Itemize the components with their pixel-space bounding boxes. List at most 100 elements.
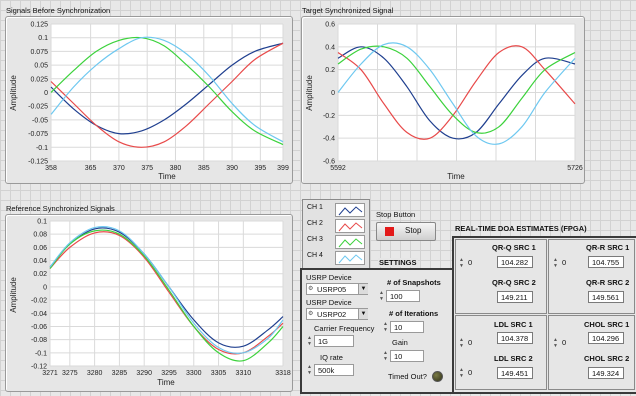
chol-group bbox=[548, 315, 635, 390]
legend-swatch[interactable] bbox=[335, 251, 365, 265]
device2-value: USRP02 bbox=[317, 310, 347, 319]
qrq-src2-value: 149.211 bbox=[497, 291, 533, 303]
chart-before-title: Signals Before Synchronization bbox=[6, 6, 111, 15]
iterations-field[interactable]: 10 bbox=[390, 321, 424, 333]
legend-label: CH 2 bbox=[307, 220, 323, 227]
legend-item[interactable]: CH 3 bbox=[307, 236, 323, 243]
x-tick-label: 3300 bbox=[186, 370, 202, 377]
series-line-ch3 bbox=[50, 36, 284, 146]
ldl-control[interactable]: 0 bbox=[468, 338, 473, 347]
spinner-icon[interactable]: ▲ ▼ bbox=[553, 337, 558, 349]
x-tick-label: 3310 bbox=[236, 370, 252, 377]
chol-src2-value: 149.324 bbox=[588, 367, 624, 379]
chart-reference-plot[interactable]: 3271 3275 3280 3285 3290 3295 3300 3305 3310 3318… bbox=[6, 215, 292, 391]
iq-rate-label: IQ rate bbox=[320, 353, 343, 362]
qrq-src1-value: 104.282 bbox=[497, 256, 533, 268]
chart-target-plot[interactable]: 5592 5726 0.6 0.4 0.2 0 -0.2 -0.4 -0.6 Time Ampl… bbox=[302, 17, 584, 183]
x-tick-label: 375 bbox=[141, 165, 153, 172]
gain-label: Gain bbox=[392, 338, 408, 347]
y-tick-label: -0.06 bbox=[31, 324, 47, 331]
chart-target-title: Target Synchronized Signal bbox=[302, 6, 394, 15]
series-line-ch2 bbox=[49, 231, 284, 355]
spinner-icon[interactable]: ▲ ▼ bbox=[307, 364, 312, 376]
y-tick-label: -0.025 bbox=[28, 104, 48, 111]
chol-src2-label: CHOL SRC 2 bbox=[584, 354, 630, 363]
settings-title: SETTINGS bbox=[378, 258, 418, 267]
series-line-ch4 bbox=[50, 36, 284, 143]
ldl-group bbox=[455, 315, 547, 390]
x-tick-label: 3285 bbox=[112, 370, 128, 377]
spinner-icon[interactable]: ▲ ▼ bbox=[553, 257, 558, 269]
device2-label: USRP Device bbox=[306, 298, 352, 307]
chevron-down-icon[interactable]: ▼ bbox=[358, 309, 368, 319]
ldl-control-2[interactable]: 0 bbox=[468, 368, 473, 377]
y-tick-label: -0.05 bbox=[32, 117, 48, 124]
x-tick-label: 380 bbox=[170, 165, 182, 172]
y-tick-label: 0.06 bbox=[33, 245, 47, 252]
y-tick-label: 0.125 bbox=[30, 22, 48, 29]
spinner-icon[interactable]: ▲ ▼ bbox=[383, 321, 388, 333]
plot-legend[interactable]: CH 1 CH 2 CH 3 CH 4 bbox=[302, 199, 370, 269]
y-tick-label: -0.08 bbox=[31, 337, 47, 344]
x-tick-label: 3275 bbox=[62, 370, 78, 377]
stop-button-caption: Stop Button bbox=[376, 210, 416, 219]
y-axis-label: Amplitude bbox=[9, 75, 18, 111]
y-tick-label: -0.2 bbox=[323, 113, 335, 120]
io-name-icon: ⚙ bbox=[308, 311, 314, 317]
x-tick-label: 385 bbox=[198, 165, 210, 172]
iterations-label: # of Iterations bbox=[389, 309, 439, 318]
spinner-icon[interactable]: ▲ ▼ bbox=[307, 335, 312, 347]
legend-item[interactable]: CH 2 bbox=[307, 220, 323, 227]
y-tick-label: -0.1 bbox=[36, 145, 48, 152]
gain-field[interactable]: 10 bbox=[390, 350, 424, 362]
y-tick-label: -0.1 bbox=[35, 350, 47, 357]
y-tick-label: 0.05 bbox=[34, 63, 48, 70]
device2-select[interactable]: USRP02 bbox=[306, 308, 368, 320]
series-line-ch3 bbox=[49, 229, 284, 362]
spinner-icon[interactable]: ▲ ▼ bbox=[459, 337, 464, 349]
x-tick-label: 370 bbox=[113, 165, 125, 172]
stop-button[interactable]: Stop bbox=[376, 222, 436, 241]
x-tick-label: 358 bbox=[45, 165, 57, 172]
chol-control[interactable]: 0 bbox=[562, 338, 567, 347]
x-tick-label: 3280 bbox=[87, 370, 103, 377]
legend-swatch[interactable] bbox=[335, 235, 365, 249]
y-tick-label: 0 bbox=[43, 284, 47, 291]
ldl-src2-value: 149.451 bbox=[497, 367, 533, 379]
x-axis-label: Time bbox=[157, 378, 175, 387]
chart-reference-frame: 3271 3275 3280 3285 3290 3295 3300 3305 3310 3318… bbox=[5, 214, 293, 392]
snapshots-field[interactable]: 100 bbox=[386, 290, 420, 302]
series-line-ch3 bbox=[337, 45, 576, 134]
y-tick-label: -0.125 bbox=[28, 159, 48, 166]
legend-swatch[interactable] bbox=[335, 203, 365, 217]
x-tick-label: 3305 bbox=[211, 370, 227, 377]
legend-item[interactable]: CH 1 bbox=[307, 204, 323, 211]
stop-icon bbox=[385, 227, 394, 236]
chol-src1-label: CHOL SRC 1 bbox=[584, 320, 630, 329]
spinner-icon[interactable]: ▲ ▼ bbox=[383, 350, 388, 362]
plot-area bbox=[50, 221, 283, 366]
chart-before-plot[interactable]: 358 365 370 375 380 385 390 395 399 0.125 0.1 0.075… bbox=[6, 17, 292, 183]
x-axis-label: Time bbox=[158, 172, 176, 181]
y-tick-label: 0.4 bbox=[325, 44, 335, 51]
x-tick-label: 5592 bbox=[330, 165, 346, 172]
y-tick-label: 0.1 bbox=[38, 35, 48, 42]
series-line-ch1 bbox=[337, 46, 576, 140]
x-tick-label: 3271 bbox=[42, 370, 58, 377]
iq-rate-field[interactable]: 500k bbox=[314, 364, 354, 376]
qrr-src1-value: 104.755 bbox=[588, 256, 624, 268]
spinner-icon[interactable]: ▲ ▼ bbox=[379, 290, 384, 302]
timed-out-indicator bbox=[432, 371, 443, 382]
spinner-icon[interactable]: ▲ ▼ bbox=[459, 367, 464, 379]
ldl-src1-value: 104.378 bbox=[497, 332, 533, 344]
chart-reference-title: Reference Synchronized Signals bbox=[6, 204, 115, 213]
qrq-control[interactable]: 0 bbox=[468, 258, 473, 267]
x-tick-label: 365 bbox=[85, 165, 97, 172]
chevron-down-icon[interactable]: ▼ bbox=[358, 284, 368, 294]
spinner-icon[interactable]: ▲ ▼ bbox=[459, 257, 464, 269]
legend-swatch[interactable] bbox=[335, 219, 365, 233]
legend-item[interactable]: CH 4 bbox=[307, 252, 323, 259]
x-tick-label: 5726 bbox=[567, 165, 583, 172]
qrr-control[interactable]: 0 bbox=[562, 258, 567, 267]
carrier-frequency-field[interactable]: 1G bbox=[314, 335, 354, 347]
